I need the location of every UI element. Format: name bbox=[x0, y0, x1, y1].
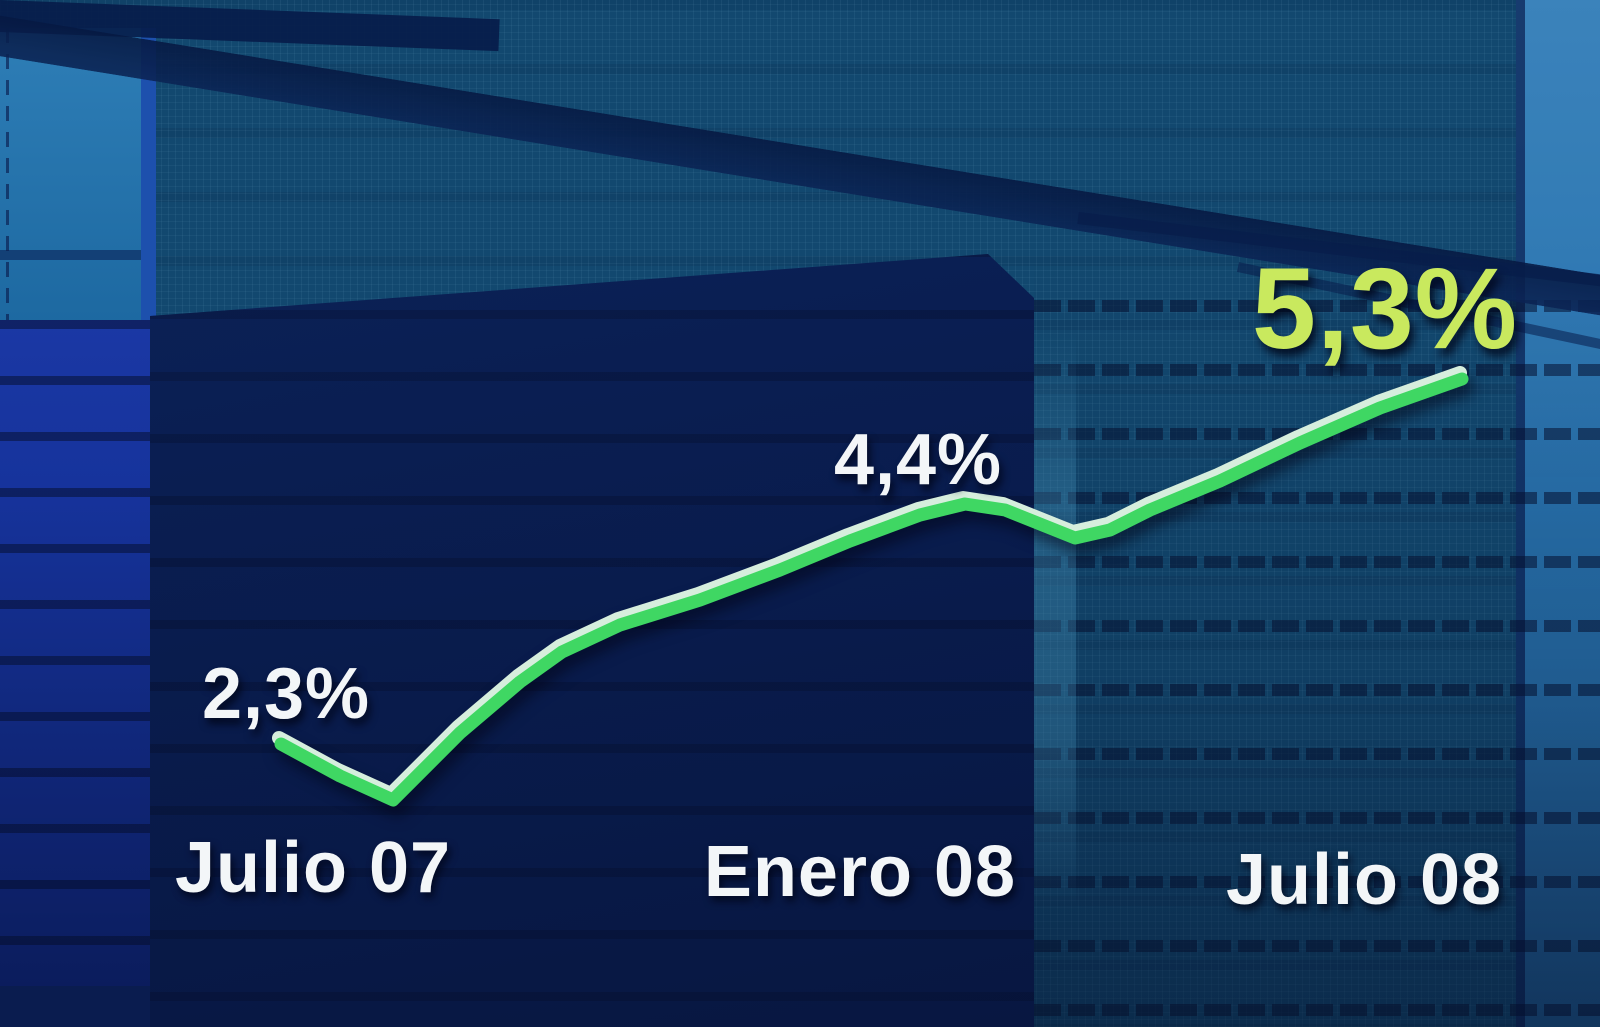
panel-edge-highlight bbox=[1034, 330, 1076, 910]
left-column-bottom-band bbox=[0, 986, 156, 1027]
value-label-julio08-highlight: 5,3% bbox=[1251, 245, 1519, 373]
value-label-enero08: 4,4% bbox=[833, 420, 1003, 500]
axis-label-julio08: Julio 08 bbox=[1225, 840, 1503, 920]
axis-label-julio07: Julio 07 bbox=[174, 828, 452, 908]
left-royal-column bbox=[0, 320, 156, 986]
trend-line-stroke bbox=[274, 372, 1469, 807]
axis-label-enero08: Enero 08 bbox=[703, 832, 1017, 912]
value-label-julio07: 2,3% bbox=[201, 654, 371, 734]
right-bottom-shade bbox=[1034, 248, 1600, 1027]
